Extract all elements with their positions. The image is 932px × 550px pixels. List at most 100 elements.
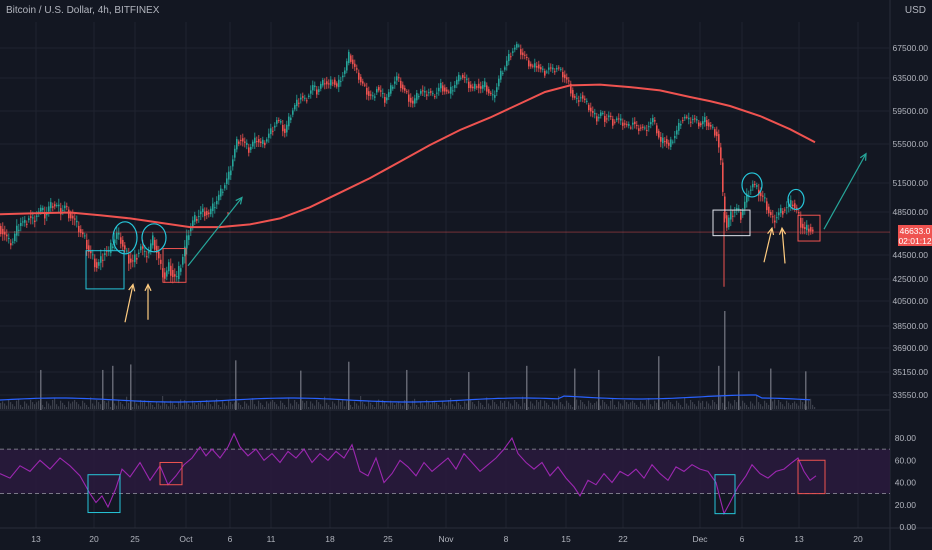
annotation-box [85, 250, 125, 290]
candle-body [60, 208, 62, 215]
volume-bar [106, 402, 108, 409]
volume-bar [164, 402, 166, 409]
candle-body [588, 104, 590, 111]
volume-bar [358, 405, 360, 409]
candle-body [20, 222, 22, 226]
candle-body [324, 83, 326, 85]
candle-body [222, 191, 224, 193]
x-tick-label: 13 [794, 534, 804, 544]
candle-body [702, 121, 704, 125]
volume-bar [144, 400, 146, 409]
candle-body [650, 122, 652, 125]
volume-bar [524, 402, 526, 409]
candle-body [412, 100, 414, 104]
volume-bar [346, 400, 348, 409]
candle-body [6, 234, 8, 237]
volume-bar [240, 404, 242, 409]
volume-bar [794, 401, 796, 409]
candle-body [506, 60, 508, 66]
volume-bar [792, 403, 794, 409]
candle-body [16, 225, 18, 236]
candle-body [810, 227, 812, 232]
volume-bar [542, 406, 544, 409]
volume-bar [654, 400, 656, 409]
volume-bar [620, 403, 622, 409]
rsi-y-axis[interactable]: 80.00 60.00 40.00 20.00 0.00 [895, 433, 917, 532]
candle-body [738, 208, 740, 210]
candle-body [58, 204, 60, 207]
volume-bar [392, 402, 394, 409]
volume-bar [424, 405, 426, 409]
volume-bar [516, 402, 518, 409]
volume-bar [476, 406, 478, 409]
y-tick-label: 55500.00 [893, 139, 929, 149]
candle-body [142, 246, 144, 249]
candle-body [84, 235, 86, 237]
candle-body [116, 232, 118, 239]
y-tick-label: 42500.00 [893, 274, 929, 284]
candle-body [52, 206, 54, 208]
volume-bar [640, 401, 642, 409]
volume-bar [322, 406, 324, 409]
volume-bar [564, 406, 566, 409]
candle-body [88, 245, 90, 252]
candle-body [306, 100, 308, 102]
candle-body [346, 61, 348, 71]
volume-bar [58, 406, 60, 409]
candle-body [228, 171, 230, 180]
volume-bar [412, 400, 414, 409]
symbol-title[interactable]: Bitcoin / U.S. Dollar, 4h, BITFINEX [6, 5, 160, 16]
volume-bar [584, 404, 586, 409]
x-axis[interactable]: 13 20 25 Oct 6 11 18 25 Nov 8 15 22 Dec 6 13 20 [31, 534, 863, 544]
volume-bar [432, 402, 434, 409]
candle-body [186, 235, 188, 249]
candle-body [562, 72, 564, 78]
volume-bar [336, 405, 338, 409]
candle-body [406, 91, 408, 93]
volume-bar [776, 405, 778, 409]
volume-bar [448, 400, 450, 409]
candle-body [132, 260, 134, 262]
currency-label[interactable]: USD [904, 5, 926, 16]
candle-body [220, 188, 222, 197]
rsi-tick-label: 20.00 [895, 500, 917, 510]
candle-body [250, 147, 252, 150]
candle-body [166, 270, 168, 277]
candle-body [686, 116, 688, 118]
candle-body [302, 96, 304, 98]
candle-body [296, 99, 298, 107]
candle-body [126, 250, 128, 252]
drawing-annotations[interactable] [85, 152, 867, 323]
candle-body [548, 67, 550, 70]
y-tick-label: 36900.00 [893, 343, 929, 353]
candle-body [730, 211, 732, 220]
volume-bar [526, 365, 528, 410]
volume-bar [414, 398, 416, 409]
volume-bar [14, 406, 16, 409]
volume-bar [586, 406, 588, 409]
candle-body [600, 112, 602, 116]
volume-bar [370, 402, 372, 409]
volume-bar [104, 400, 106, 409]
candle-body [352, 59, 354, 65]
candle-body [444, 87, 446, 92]
candle-body [812, 229, 814, 232]
rsi-pane [0, 432, 890, 516]
candle-body [704, 117, 706, 123]
volume-bar [718, 365, 720, 410]
y-axis[interactable]: 67500.00 63500.00 59500.00 55500.00 51500.00… [893, 43, 929, 400]
volume-bar [296, 402, 298, 409]
volume-bar [560, 402, 562, 409]
candle-body [120, 237, 122, 244]
volume-bar [638, 407, 640, 409]
x-tick-label: 6 [228, 534, 233, 544]
candle-body [354, 63, 356, 67]
volume-bar [716, 404, 718, 409]
candle-body [618, 118, 620, 120]
candle-body [778, 212, 780, 216]
candle-body [450, 86, 452, 94]
candle-body [268, 133, 270, 138]
volume-bar [652, 406, 654, 409]
volume-bar [82, 400, 84, 409]
